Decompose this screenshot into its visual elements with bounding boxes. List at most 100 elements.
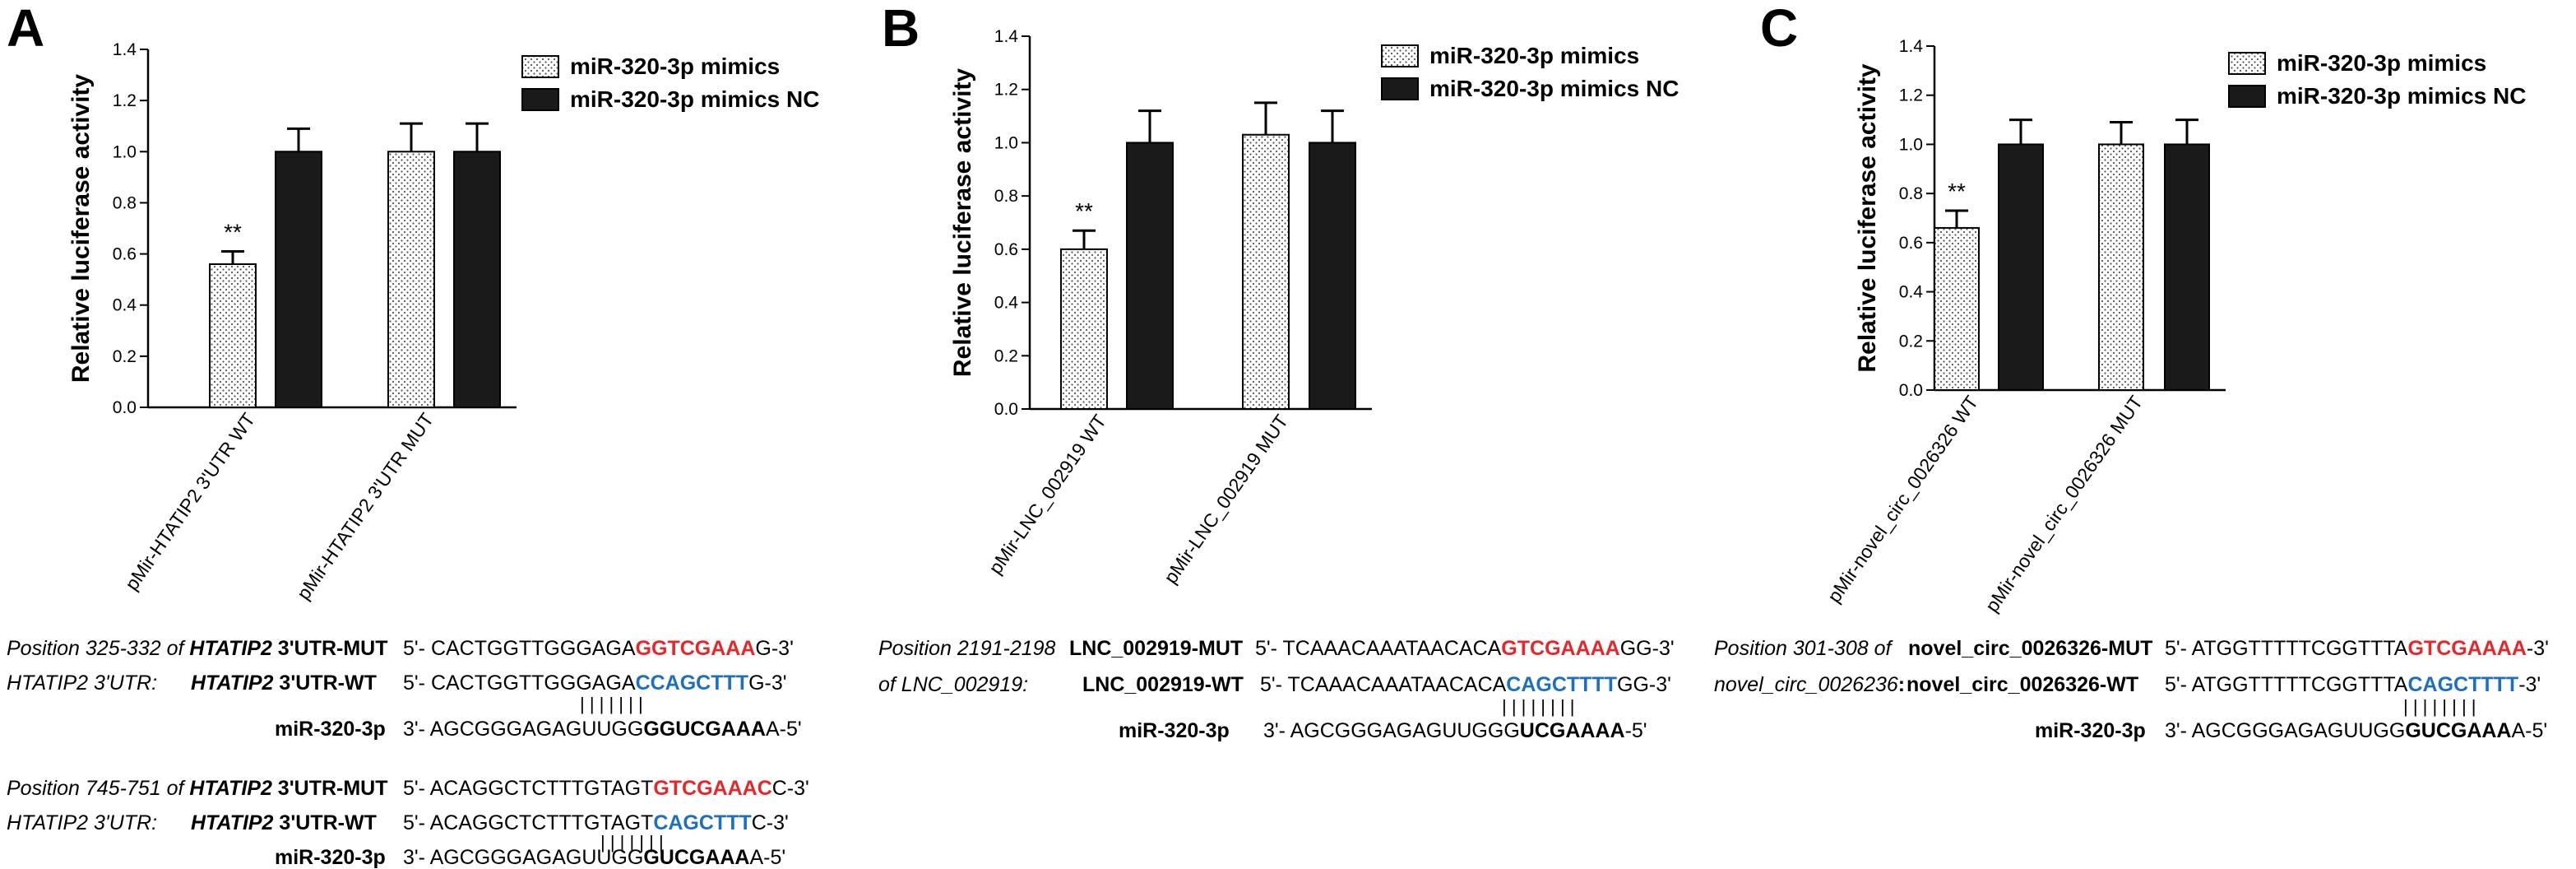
bar [1126,142,1174,411]
alignment-a1-mirna-seq: 3'- AGCGGGAGAGUUGGGGUCGAAAA-5' [403,718,802,741]
bar [387,151,435,409]
significance-marker: ** [1948,179,1966,204]
alignment-b-mut-seq: 5'- TCAAACAAATAACACAGTCGAAAAGG-3' [1255,637,1675,660]
y-tick-label: 0.6 [994,240,1018,259]
alignment-a2-mirna-seq: 3'- AGCGGGAGAGUUGGGUCGAAAA-5' [403,846,786,869]
y-tick-label: 0.2 [113,347,137,366]
bar [275,151,322,409]
bar [209,263,257,408]
bar [1998,143,2044,392]
alignment-a1-mut-seq: 5'- CACTGGTTGGGAGAGGTCGAAAG-3' [403,637,794,660]
y-tick-label: 0.4 [113,296,137,315]
bar [1934,226,1980,392]
alignment-b-position: Position 2191-2198 [878,637,1056,660]
significance-marker: ** [224,219,242,244]
category-label: pMir-novel_circ_0026326 WT [1823,392,1982,606]
significance-marker: ** [1075,198,1093,224]
legend-label: miR-320-3p mimics NC [2277,83,2526,109]
alignment-c-pairing-bars: | | | | | | | | [2403,696,2476,717]
bar [2164,143,2210,392]
category-label: pMir-LNC_002919 WT [985,411,1110,578]
alignment-a1-pairing-bars: | | | | | | | [580,694,643,714]
panel-letter-b: B [882,0,920,58]
y-tick-label: 0.8 [994,187,1018,206]
alignment-a2-position: Position 745-751 of HTATIP2 3'UTR-MUT [7,777,388,800]
alignment-a1-position: Position 325-332 of HTATIP2 3'UTR-MUT [7,637,388,660]
bar [1060,248,1108,410]
y-tick-label: 0.6 [1899,234,1923,253]
y-tick-label: 0.2 [994,346,1018,365]
y-tick-label: 0.0 [994,400,1018,419]
legend-label: miR-320-3p mimics [2277,50,2486,76]
alignment-c-mirna-seq: 3'- AGCGGGAGAGUUGGGUCGAAAA-5' [2165,719,2548,742]
alignment-b-mirna-seq: 3'- AGCGGGAGAGUUGGGUCGAAAA-5' [1263,719,1647,742]
category-label: pMir-HTATIP2 3'UTR MUT [293,409,438,604]
alignment-c-position: Position 301-308 of [1714,637,1892,660]
legend-swatch [2228,85,2266,108]
y-tick-label: 0.0 [1899,381,1923,400]
bar-chart-c: 0.0 0.2 0.4 0.6 0.8 1.0 1.2 1.4 Relative lucifer… [1823,37,2526,616]
y-tick-label: 1.0 [1899,135,1923,154]
y-tick-label: 0.4 [1899,283,1924,302]
alignment-b-pairing-bars: | | | | | | | | [1502,696,1575,717]
y-axis-label: Relative luciferase activity [949,68,976,378]
category-label: pMir-HTATIP2 3'UTR WT [121,409,259,594]
y-tick-label: 1.0 [994,133,1018,152]
alignment-a1-utr-label: HTATIP2 3'UTR: [7,672,158,695]
panel-letter-a: A [7,0,45,58]
legend-swatch [1381,44,1419,67]
alignment-b-mut-label: LNC_002919-MUT [1069,637,1244,660]
alignment-c-circ-label: novel_circ_0026236: [1714,673,1906,696]
y-tick-label: 0.8 [1899,184,1923,203]
bar [1309,142,1356,411]
y-axis-label: Relative luciferase activity [1854,63,1881,373]
legend-label: miR-320-3p mimics NC [1429,76,1679,101]
alignment-a2-mut-seq: 5'- ACAGGCTCTTTGTAGTGTCGAAACC-3' [403,777,809,800]
y-tick-label: 1.4 [1899,37,1924,56]
alignment-c-mut-label: novel_circ_0026326-MUT [1908,637,2153,660]
bar-chart-a: 0.0 0.2 0.4 0.6 0.8 1.0 1.2 1.4 Relative lucifer… [67,40,819,604]
alignment-c-mirna-label: miR-320-3p [2035,719,2146,742]
y-tick-label: 1.2 [1899,86,1923,105]
alignment-a1-wt-label: HTATIP2 3'UTR-WT [191,672,377,695]
y-tick-label: 0.8 [113,193,137,212]
y-tick-label: 0.4 [994,294,1019,313]
legend-swatch [2228,52,2266,75]
bar-chart-b: 0.0 0.2 0.4 0.6 0.8 1.0 1.2 1.4 Relative lucifer… [949,27,1679,588]
alignment-b-mirna-label: miR-320-3p [1119,719,1230,742]
alignment-c-wt-label: novel_circ_0026326-WT [1907,673,2139,696]
y-tick-label: 0.2 [1899,332,1923,351]
category-label: pMir-LNC_002919 MUT [1160,411,1292,588]
legend-label: miR-320-3p mimics [570,53,780,79]
alignment-a2-pairing-bars: | | | | | | | [600,832,664,853]
alignment-b-wt-seq: 5'- TCAAACAAATAACACACAGCTTTTGG-3' [1260,673,1671,696]
alignment-a2-mirna-label: miR-320-3p [275,846,386,869]
alignment-a2-wt-label: HTATIP2 3'UTR-WT [191,811,377,834]
y-tick-label: 1.2 [994,81,1018,100]
alignment-a2-wt-seq: 5'- ACAGGCTCTTTGTAGTCAGCTTTC-3' [403,811,789,834]
legend-swatch [521,88,559,111]
alignment-c-wt-seq: 5'- ATGGTTTTTCGGTTTACAGCTTTT-3' [2165,673,2541,696]
y-tick-label: 1.4 [994,27,1019,46]
bar [1242,133,1290,410]
y-tick-label: 0.0 [113,398,137,417]
alignment-b-wt-label: LNC_002919-WT [1082,673,1244,696]
alignment-a1-wt-seq: 5'- CACTGGTTGGGAGACCAGCTTTG-3' [403,672,787,695]
alignment-a1-mirna-label: miR-320-3p [275,718,386,741]
y-tick-label: 1.2 [113,91,137,110]
y-axis-label: Relative luciferase activity [67,74,95,383]
legend-label: miR-320-3p mimics NC [570,86,819,112]
y-tick-label: 1.0 [113,142,137,161]
y-tick-label: 0.6 [113,245,137,264]
legend-swatch [521,55,559,78]
alignment-b-lnc-label: of LNC_002919: [878,673,1029,696]
alignment-c-mut-seq: 5'- ATGGTTTTTCGGTTTAGTCGAAAA-3' [2165,637,2549,660]
category-label: pMir-novel_circ_0026326 MUT [1981,392,2147,616]
panel-letter-c: C [1760,0,1799,58]
bar [2098,143,2144,392]
alignment-a2-utr-label: HTATIP2 3'UTR: [7,811,158,834]
legend-swatch [1381,77,1419,100]
legend-label: miR-320-3p mimics [1429,43,1639,68]
y-tick-label: 1.4 [113,40,137,59]
bar [453,151,501,409]
